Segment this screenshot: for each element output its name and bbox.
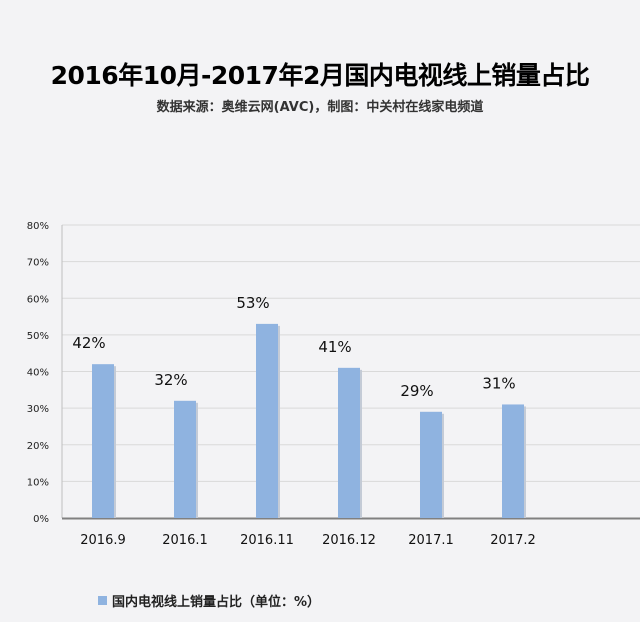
y-tick-label: 30% xyxy=(27,404,49,415)
bar xyxy=(92,364,114,518)
bar xyxy=(174,400,196,518)
data-label: 53% xyxy=(236,294,269,312)
x-tick-label: 2016.12 xyxy=(322,533,376,548)
chart-title: 2016年10月-2017年2月国内电视线上销量占比 xyxy=(50,61,590,90)
data-label: 29% xyxy=(400,382,433,400)
legend-label: 国内电视线上销量占比（单位：%） xyxy=(112,595,321,610)
y-tick-label: 40% xyxy=(27,368,49,379)
data-label: 32% xyxy=(154,371,187,389)
y-tick-label: 60% xyxy=(27,294,49,305)
y-tick-label: 0% xyxy=(33,514,49,525)
bar xyxy=(338,367,360,518)
bar xyxy=(256,323,278,518)
x-tick-label: 2017.1 xyxy=(408,533,454,548)
y-tick-label: 10% xyxy=(27,477,49,488)
data-label: 41% xyxy=(318,338,351,356)
bar xyxy=(502,404,524,518)
y-tick-label: 50% xyxy=(27,331,49,342)
x-tick-label: 2016.1 xyxy=(162,533,208,548)
data-label: 42% xyxy=(72,334,105,352)
y-tick-label: 80% xyxy=(27,221,49,232)
data-label: 31% xyxy=(482,374,515,392)
x-tick-label: 2016.11 xyxy=(240,533,294,548)
x-tick-label: 2016.9 xyxy=(80,533,126,548)
y-tick-label: 20% xyxy=(27,441,49,452)
bar xyxy=(420,411,442,518)
chart-subtitle: 数据来源：奥维云网(AVC)，制图：中关村在线家电频道 xyxy=(156,100,484,115)
x-tick-label: 2017.2 xyxy=(490,533,536,548)
y-tick-label: 70% xyxy=(27,258,49,269)
chart-legend: 国内电视线上销量占比（单位：%） xyxy=(98,591,320,610)
legend-swatch xyxy=(98,596,107,605)
